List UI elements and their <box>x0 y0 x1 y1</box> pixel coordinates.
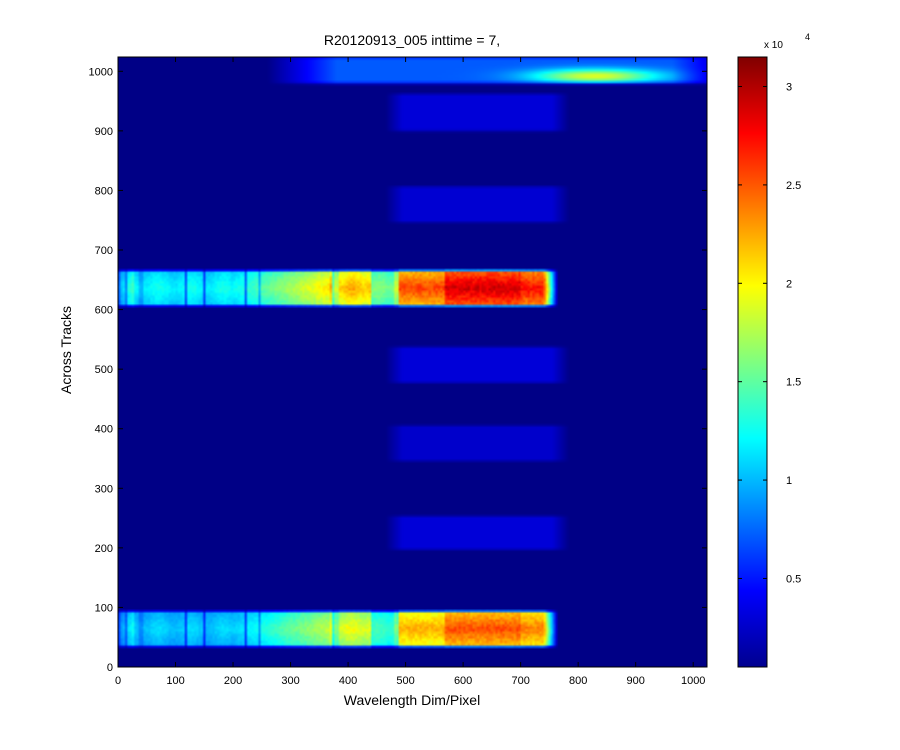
y-tick-label: 400 <box>95 424 113 436</box>
colorbar-gradient <box>737 56 768 668</box>
x-tick-label: 900 <box>626 675 644 687</box>
heatmap-plot-area: 0 100 200 300 400 500 600 700 800 900 1000 0 100 200… <box>89 56 708 687</box>
y-tick-label: 300 <box>95 483 113 495</box>
y-tick-label: 800 <box>95 185 113 197</box>
x-tick-label: 0 <box>115 675 121 687</box>
colorbar-tick-label: 0.5 <box>786 573 801 585</box>
x-tick-label: 800 <box>569 675 587 687</box>
x-tick-label: 1000 <box>681 675 705 687</box>
y-tick-label: 500 <box>95 364 113 376</box>
colorbar: 0.5 1 1.5 2 2.5 3 x 10 4 <box>737 32 810 668</box>
plot-frame <box>117 56 708 668</box>
colorbar-tick-label: 1.5 <box>786 377 801 389</box>
colorbar-ticks: 0.5 1 1.5 2 2.5 3 <box>738 82 801 585</box>
colorbar-tick-label: 2.5 <box>786 180 801 192</box>
colorbar-tick-label: 3 <box>786 82 792 94</box>
y-tick-label: 100 <box>95 602 113 614</box>
y-tick-label: 1000 <box>89 66 113 78</box>
colorbar-exponent-base: x 10 <box>764 40 783 51</box>
heatmap-image <box>118 57 707 667</box>
colorbar-tick-label: 2 <box>786 278 792 290</box>
colorbar-exponent-power: 4 <box>805 32 810 42</box>
y-axis-ticks: 0 100 200 300 400 500 600 700 800 900 1000 <box>89 66 707 674</box>
x-tick-label: 400 <box>339 675 357 687</box>
x-tick-label: 500 <box>396 675 414 687</box>
x-axis-ticks: 0 100 200 300 400 500 600 700 800 900 1000 <box>115 57 705 687</box>
y-tick-label: 0 <box>107 662 113 674</box>
y-axis-label: Across Tracks <box>58 306 74 394</box>
x-tick-label: 200 <box>224 675 242 687</box>
x-tick-label: 300 <box>281 675 299 687</box>
colorbar-exponent: x 10 <box>764 40 783 51</box>
x-tick-label: 700 <box>511 675 529 687</box>
y-tick-label: 200 <box>95 543 113 555</box>
chart-title: R20120913_005 inttime = 7, <box>324 32 500 48</box>
x-tick-label: 100 <box>166 675 184 687</box>
y-tick-label: 900 <box>95 126 113 138</box>
x-axis-label: Wavelength Dim/Pixel <box>344 692 480 708</box>
y-tick-label: 700 <box>95 245 113 257</box>
x-tick-label: 600 <box>454 675 472 687</box>
y-tick-label: 600 <box>95 305 113 317</box>
colorbar-tick-label: 1 <box>786 475 792 487</box>
